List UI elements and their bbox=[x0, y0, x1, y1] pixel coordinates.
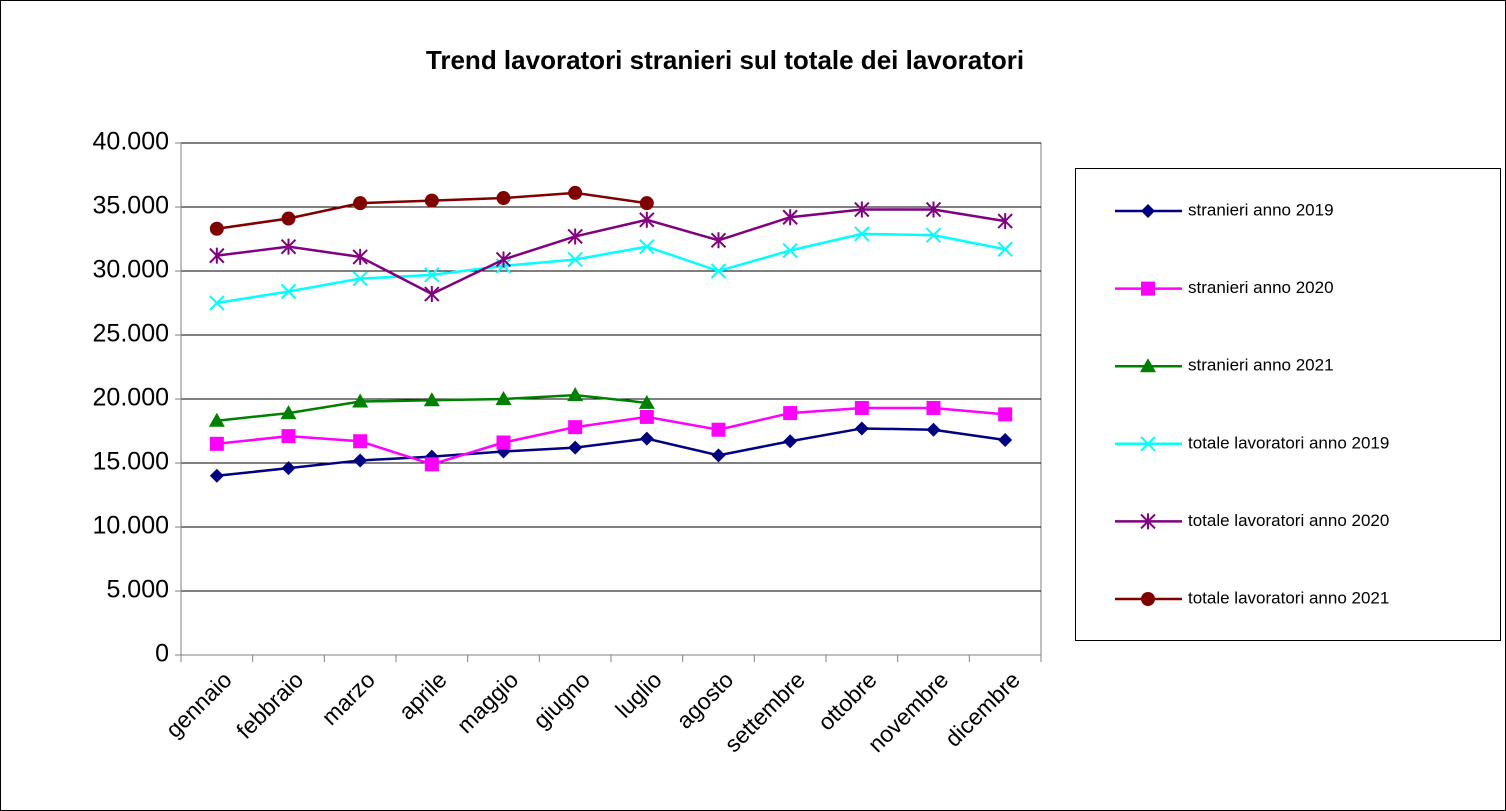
y-tick-label: 0 bbox=[155, 640, 169, 668]
marker bbox=[353, 453, 368, 468]
marker bbox=[424, 286, 440, 303]
marker bbox=[1140, 513, 1156, 530]
series-line bbox=[216, 406, 1006, 466]
marker bbox=[280, 283, 297, 300]
marker bbox=[854, 226, 870, 242]
marker bbox=[281, 211, 296, 226]
marker bbox=[281, 429, 296, 444]
marker bbox=[280, 238, 297, 255]
marker bbox=[854, 400, 869, 415]
y-tick-label: 30.000 bbox=[93, 256, 169, 284]
marker bbox=[783, 434, 798, 449]
legend-label: stranieri anno 2019 bbox=[1188, 200, 1334, 219]
y-tick-label: 5.000 bbox=[106, 576, 169, 604]
marker bbox=[639, 196, 654, 211]
marker bbox=[209, 295, 225, 311]
marker bbox=[925, 227, 942, 243]
marker bbox=[568, 420, 583, 435]
marker bbox=[639, 409, 654, 424]
series-line bbox=[216, 208, 1006, 296]
marker bbox=[1140, 436, 1156, 452]
marker bbox=[423, 392, 440, 407]
marker bbox=[854, 421, 869, 436]
marker bbox=[280, 405, 297, 420]
chart-title: Trend lavoratori stranieri sul totale de… bbox=[426, 45, 1024, 75]
legend-label: totale lavoratori anno 2019 bbox=[1188, 433, 1389, 452]
marker bbox=[854, 201, 870, 218]
marker bbox=[568, 185, 583, 200]
marker bbox=[998, 432, 1013, 447]
series-line bbox=[216, 427, 1006, 478]
marker bbox=[711, 448, 726, 463]
marker bbox=[997, 213, 1013, 230]
y-tick-label: 15.000 bbox=[93, 448, 169, 476]
marker bbox=[495, 391, 512, 405]
marker bbox=[710, 232, 727, 249]
legend-label: totale lavoratori anno 2021 bbox=[1188, 588, 1389, 607]
marker bbox=[782, 209, 798, 226]
marker bbox=[710, 263, 727, 279]
series-line bbox=[216, 232, 1006, 305]
marker bbox=[424, 457, 439, 472]
marker bbox=[568, 440, 583, 455]
marker bbox=[567, 228, 583, 245]
y-tick-label: 25.000 bbox=[93, 320, 169, 348]
marker bbox=[567, 387, 584, 402]
marker bbox=[353, 434, 368, 449]
marker bbox=[1141, 281, 1155, 296]
marker bbox=[424, 193, 439, 208]
marker bbox=[639, 431, 654, 446]
marker bbox=[925, 201, 942, 218]
y-tick-label: 40.000 bbox=[93, 128, 169, 156]
y-tick-label: 20.000 bbox=[93, 384, 169, 412]
marker bbox=[567, 251, 583, 268]
y-tick-label: 35.000 bbox=[93, 192, 169, 220]
marker bbox=[281, 461, 296, 476]
legend-label: stranieri anno 2020 bbox=[1188, 278, 1334, 297]
marker bbox=[209, 436, 224, 451]
legend bbox=[1075, 168, 1501, 641]
marker bbox=[1141, 592, 1155, 606]
y-tick-label: 10.000 bbox=[93, 512, 169, 540]
legend-label: stranieri anno 2021 bbox=[1188, 356, 1334, 375]
marker bbox=[639, 238, 655, 255]
marker bbox=[209, 221, 224, 236]
marker bbox=[496, 435, 511, 450]
marker bbox=[495, 251, 512, 268]
marker bbox=[998, 407, 1013, 422]
marker bbox=[209, 468, 224, 483]
marker bbox=[209, 247, 225, 264]
marker bbox=[783, 406, 798, 421]
marker bbox=[711, 422, 726, 437]
marker bbox=[926, 400, 941, 415]
marker bbox=[352, 393, 369, 408]
marker bbox=[997, 241, 1013, 257]
marker bbox=[424, 267, 440, 283]
marker bbox=[352, 248, 368, 265]
marker bbox=[353, 196, 368, 211]
marker bbox=[208, 412, 225, 427]
marker bbox=[352, 270, 368, 287]
marker bbox=[496, 191, 511, 206]
marker bbox=[1140, 358, 1156, 373]
marker bbox=[926, 422, 941, 437]
marker bbox=[782, 242, 798, 259]
marker bbox=[1141, 204, 1155, 218]
legend-label: totale lavoratori anno 2020 bbox=[1188, 511, 1389, 530]
marker bbox=[639, 211, 655, 228]
marker bbox=[638, 394, 655, 409]
